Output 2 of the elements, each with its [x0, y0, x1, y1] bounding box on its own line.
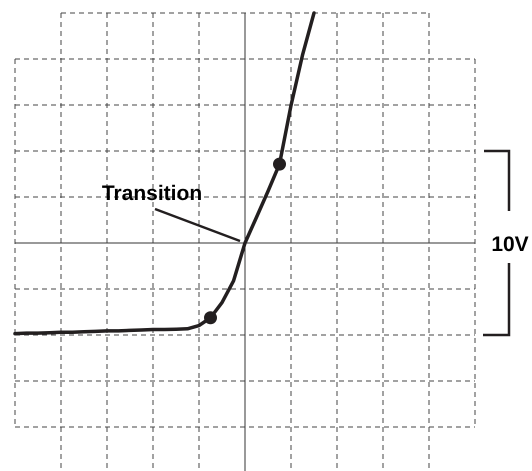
text: 10V	[491, 233, 529, 256]
annotation: Transition	[102, 182, 202, 205]
